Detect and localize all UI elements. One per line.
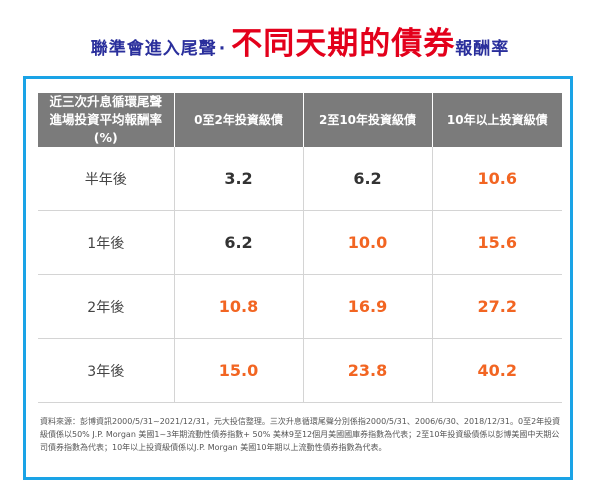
cell-value: 6.2: [303, 147, 433, 211]
column-header-2-10y: 2至10年投資級債: [303, 93, 433, 147]
cell-value: 10.6: [432, 147, 562, 211]
cell-value: 15.6: [432, 210, 562, 275]
cell-value: 23.8: [303, 338, 433, 403]
title-suffix: 報酬率: [455, 39, 510, 59]
cell-value: 10.8: [174, 274, 304, 339]
row-label: 1年後: [38, 210, 175, 275]
cell-value: 15.0: [174, 338, 304, 403]
table-row: 2年後 10.8 16.9 27.2: [38, 274, 562, 339]
table-row: 1年後 6.2 10.0 15.6: [38, 210, 562, 275]
returns-table: 近三次升息循環尾聲 進場投資平均報酬率(%) 0至2年投資級債 2至10年投資級…: [38, 93, 562, 403]
title-highlight: 不同天期的債券: [231, 26, 456, 62]
table-row: 3年後 15.0 23.8 40.2: [38, 338, 562, 403]
cell-value: 6.2: [174, 210, 304, 275]
table-row: 半年後 3.2 6.2 10.6: [38, 147, 562, 211]
header-label-line1: 近三次升息循環尾聲: [49, 94, 162, 109]
row-label: 3年後: [38, 338, 175, 403]
header-row-label: 近三次升息循環尾聲 進場投資平均報酬率(%): [38, 93, 175, 147]
footnote: 資料來源：彭博資訊2000/5/31~2021/12/31，元大投信整理。三次升…: [40, 417, 561, 452]
title-dot: ·: [218, 39, 226, 59]
title-prefix: 聯準會進入尾聲: [90, 39, 217, 59]
cell-value: 40.2: [432, 338, 562, 403]
column-header-0-2y: 0至2年投資級債: [174, 93, 304, 147]
row-label: 半年後: [38, 147, 175, 211]
page-title: 聯準會進入尾聲 · 不同天期的債券報酬率: [0, 18, 600, 63]
header-label-line2: 進場投資平均報酬率(%): [49, 112, 162, 145]
cell-value: 16.9: [303, 274, 433, 339]
cell-value: 10.0: [303, 210, 433, 275]
table-header-row: 近三次升息循環尾聲 進場投資平均報酬率(%) 0至2年投資級債 2至10年投資級…: [38, 93, 562, 147]
cell-value: 3.2: [174, 147, 304, 211]
table-frame: 近三次升息循環尾聲 進場投資平均報酬率(%) 0至2年投資級債 2至10年投資級…: [23, 76, 573, 480]
cell-value: 27.2: [432, 274, 562, 339]
row-label: 2年後: [38, 274, 175, 339]
column-header-10y-plus: 10年以上投資級債: [432, 93, 562, 147]
